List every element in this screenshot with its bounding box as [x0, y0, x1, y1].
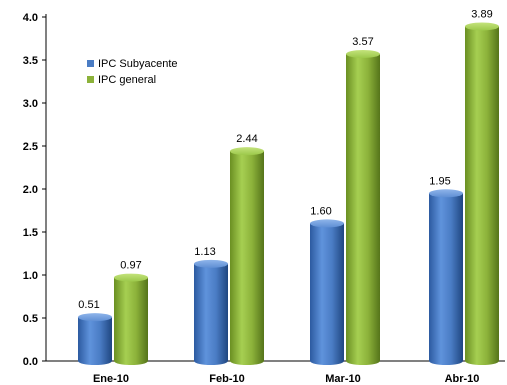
- data-label-ipc-general-ene-10: 0.97: [120, 260, 141, 272]
- bar-ipc-subyacente-abr-10: [429, 193, 463, 365]
- bar-ipc-general-mar-10: [346, 53, 380, 365]
- bar-ipc-general-ene-10-cap: [114, 273, 148, 282]
- bar-ipc-general-mar-10-cap: [346, 49, 380, 58]
- legend-label-ipc-subyacente: IPC Subyacente: [98, 58, 178, 70]
- y-tick-label: 3.0: [23, 98, 38, 110]
- bars-group: [78, 22, 499, 366]
- bar-ipc-subyacente-ene-10: [78, 317, 112, 365]
- y-tick-label: 0.5: [23, 313, 38, 325]
- y-tick-label: 3.5: [23, 55, 38, 67]
- bar-ipc-general-feb-10-cap: [230, 147, 264, 156]
- legend: IPC Subyacente IPC general: [87, 58, 178, 86]
- category-labels-group: Ene-10 Feb-10 Mar-10 Abr-10: [93, 373, 479, 385]
- data-label-ipc-general-feb-10: 2.44: [236, 133, 257, 145]
- bar-ipc-general-abr-10: [465, 26, 499, 366]
- y-tick-label: 2.0: [23, 184, 38, 196]
- data-labels-group: 0.51 0.97 1.13 2.44 1.60 3.57 1.95 3.89: [78, 8, 492, 311]
- x-category-label: Abr-10: [445, 373, 480, 385]
- bar-ipc-subyacente-mar-10: [310, 223, 344, 365]
- y-tick-label: 1.0: [23, 270, 38, 282]
- bar-ipc-general-ene-10: [114, 277, 148, 365]
- data-label-ipc-subyacente-mar-10: 1.60: [310, 205, 331, 217]
- bar-ipc-subyacente-ene-10-cap: [78, 313, 112, 322]
- bar-ipc-subyacente-feb-10: [194, 263, 228, 365]
- bar-ipc-subyacente-mar-10-cap: [310, 219, 344, 228]
- y-tick-label: 4.0: [23, 12, 38, 24]
- x-category-label: Ene-10: [93, 373, 129, 385]
- legend-swatch-ipc-subyacente: [87, 60, 94, 67]
- bar-ipc-general-abr-10-cap: [465, 22, 499, 31]
- x-category-label: Feb-10: [209, 373, 244, 385]
- bar-ipc-subyacente-feb-10-cap: [194, 259, 228, 268]
- data-label-ipc-subyacente-feb-10: 1.13: [194, 246, 215, 258]
- legend-swatch-ipc-general: [87, 76, 94, 83]
- data-label-ipc-general-mar-10: 3.57: [352, 36, 373, 48]
- y-tick-label: 1.5: [23, 227, 38, 239]
- bar-ipc-subyacente-abr-10-cap: [429, 189, 463, 198]
- bar-ipc-general-feb-10: [230, 151, 264, 365]
- data-label-ipc-subyacente-abr-10: 1.95: [429, 175, 450, 187]
- legend-label-ipc-general: IPC general: [98, 74, 156, 86]
- data-label-ipc-subyacente-ene-10: 0.51: [78, 299, 99, 311]
- data-label-ipc-general-abr-10: 3.89: [471, 8, 492, 20]
- y-axis-ticks: 0.0 0.5 1.0 1.5 2.0 2.5 3.0 3.5 4.0: [23, 12, 46, 368]
- x-category-label: Mar-10: [325, 373, 360, 385]
- y-tick-label: 0.0: [23, 356, 38, 368]
- y-tick-label: 2.5: [23, 141, 38, 153]
